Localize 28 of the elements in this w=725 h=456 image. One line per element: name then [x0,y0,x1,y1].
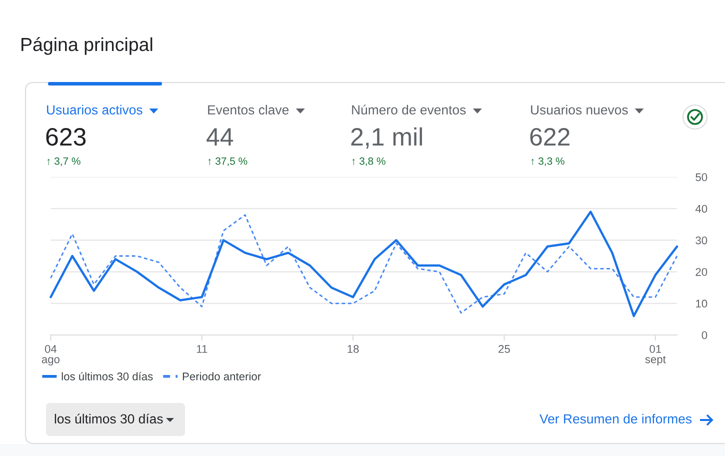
text: 44 [206,128,234,146]
text: 2,1 mil [351,127,422,149]
chart-title: Página principal [22,37,152,55]
y-tick-label: 30 [696,236,708,244]
x-tick-label: 04 ago [42,345,60,366]
x-tick-label: 25 [498,345,510,353]
text: los últimos 30 días [54,414,163,424]
y-tick-label: 40 [695,204,708,213]
text: ↑ 37,5 % [208,157,248,166]
legend-label: Periodo anterior [182,372,261,380]
y-tick-label: 0 [702,331,708,340]
text: ↑ 3,8 % [352,157,386,166]
legend-label: los últimos 30 días [62,372,153,380]
text: 622 [530,128,570,146]
text: Ver Resumen de informes [540,414,692,424]
y-tick-label: 50 [696,173,708,182]
text: Eventos clave [208,104,289,115]
text: Usuarios nuevos [531,104,628,115]
text: ↑ 3,7 % [47,157,80,166]
text: ↑ 3,3 % [531,157,564,166]
text: 623 [46,128,86,146]
text: Número de eventos [352,104,466,115]
x-tick-label: 18 [348,345,359,353]
x-tick-label: 11 [196,345,208,353]
y-tick-label: 10 [696,300,708,308]
x-tick-label: 01 sept [645,345,666,366]
y-tick-label: 20 [696,268,708,276]
text: Usuarios activos [47,104,142,115]
